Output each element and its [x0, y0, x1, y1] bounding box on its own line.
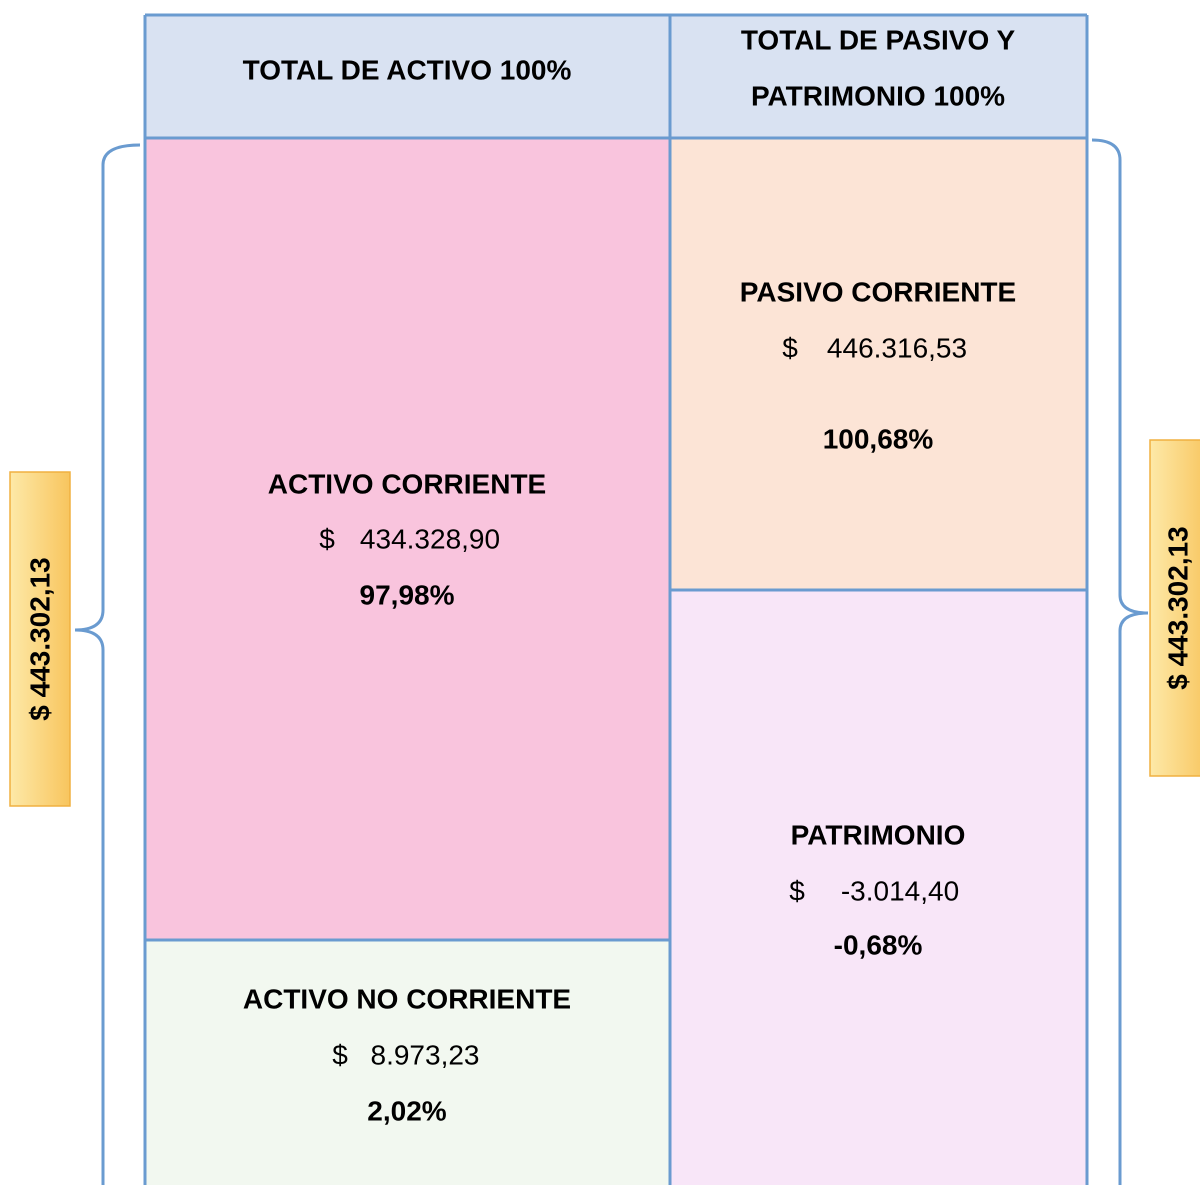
header-bg: [145, 15, 1087, 138]
right-brace: [1091, 138, 1149, 1185]
box-currency: $: [319, 523, 335, 554]
box-title: PATRIMONIO: [791, 819, 966, 850]
activo-no-corriente-box: [145, 940, 670, 1190]
patrimonio-box: [670, 590, 1087, 1190]
box-currency: $: [782, 332, 798, 363]
right-total-box: [1149, 439, 1200, 777]
box-title: ACTIVO NO CORRIENTE: [243, 983, 571, 1014]
box-percent: 97,98%: [360, 579, 455, 610]
left-brace: [74, 143, 141, 1185]
right-total: $ 443.302,13: [1162, 526, 1193, 690]
box-amount: -3.014,40: [841, 875, 959, 906]
header-assets: TOTAL DE ACTIVO 100%: [243, 54, 572, 85]
box-currency: $: [332, 1039, 348, 1070]
pasivo-corriente-box: [670, 138, 1087, 590]
grid-borders: [143, 13, 1089, 1185]
box-currency: $: [789, 875, 805, 906]
header-liabilities: PATRIMONIO 100%: [751, 80, 1005, 111]
activo-corriente-box: [145, 138, 670, 940]
box-amount: 434.328,90: [360, 523, 500, 554]
left-total-box: [9, 471, 71, 807]
box-percent: 2,02%: [367, 1095, 446, 1126]
box-amount: 8.973,23: [371, 1039, 480, 1070]
header-liabilities: TOTAL DE PASIVO Y: [741, 24, 1016, 55]
left-total: $ 443.302,13: [24, 557, 55, 721]
box-amount: 446.316,53: [827, 332, 967, 363]
box-percent: -0,68%: [834, 929, 923, 960]
box-title: ACTIVO CORRIENTE: [268, 468, 546, 499]
box-title: PASIVO CORRIENTE: [740, 276, 1016, 307]
box-percent: 100,68%: [823, 423, 934, 454]
